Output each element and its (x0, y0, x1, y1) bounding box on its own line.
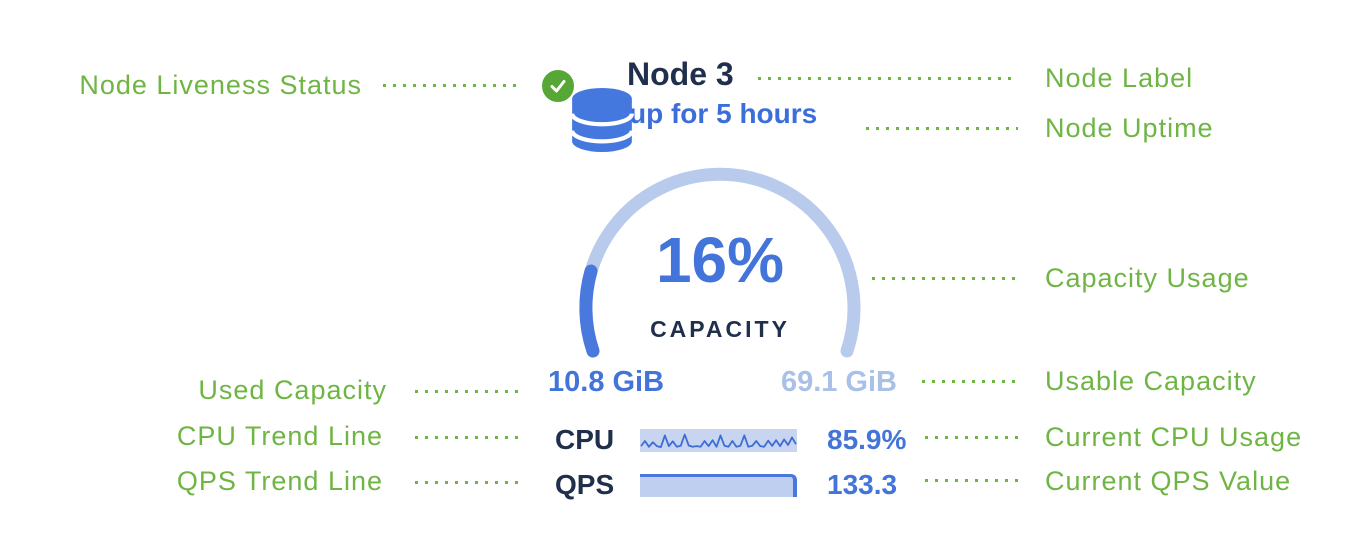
leader-line-current-qps-value (925, 479, 1023, 482)
annotation-usable-capacity: Usable Capacity (1045, 366, 1257, 396)
qps-label: QPS (555, 469, 615, 500)
current-qps-value: 133.3 (827, 469, 898, 500)
capacity-caption: CAPACITY (650, 316, 790, 342)
used-capacity-value: 10.8 GiB (548, 366, 665, 398)
annotation-qps-trend-line: QPS Trend Line (176, 466, 383, 496)
leader-line-current-cpu-usage (925, 436, 1023, 439)
annotation-cpu-trend-line: CPU Trend Line (176, 421, 383, 451)
annotation-capacity-usage: Capacity Usage (1045, 263, 1250, 293)
annotation-current-qps-value: Current QPS Value (1045, 466, 1292, 496)
leader-line-usable-capacity (922, 380, 1022, 383)
current-cpu-usage-value: 85.9% (827, 424, 907, 455)
leader-line-used-capacity (415, 390, 520, 393)
check-icon (550, 80, 566, 93)
leader-line-cpu-trend-line (415, 436, 520, 439)
leader-line-node-label (758, 77, 1018, 80)
leader-line-capacity-usage (872, 277, 1020, 280)
capacity-usage-percent: 16% (655, 224, 785, 296)
cpu-trend-sparkline (640, 429, 797, 452)
capacity-gauge (579, 167, 861, 358)
leader-line-node-liveness-status (383, 84, 523, 87)
annotation-current-cpu-usage: Current CPU Usage (1045, 422, 1303, 452)
usable-capacity-value: 69.1 GiB (780, 366, 897, 398)
node-uptime: up for 5 hours (629, 98, 818, 129)
annotation-used-capacity: Used Capacity (198, 375, 387, 405)
database-icon (570, 88, 634, 152)
leader-line-node-uptime (866, 127, 1018, 130)
annotation-node-liveness-status: Node Liveness Status (79, 70, 362, 100)
gauge-used-arc (579, 264, 600, 358)
cpu-label: CPU (555, 424, 615, 455)
leader-line-qps-trend-line (415, 481, 520, 484)
annotation-node-label: Node Label (1045, 63, 1194, 93)
cpu-sparkline-chart (640, 433, 797, 448)
node-liveness-check-circle-icon (540, 68, 576, 104)
node-label: Node 3 (627, 56, 734, 92)
qps-trend-bar (640, 474, 797, 497)
annotation-node-uptime: Node Uptime (1045, 113, 1214, 143)
